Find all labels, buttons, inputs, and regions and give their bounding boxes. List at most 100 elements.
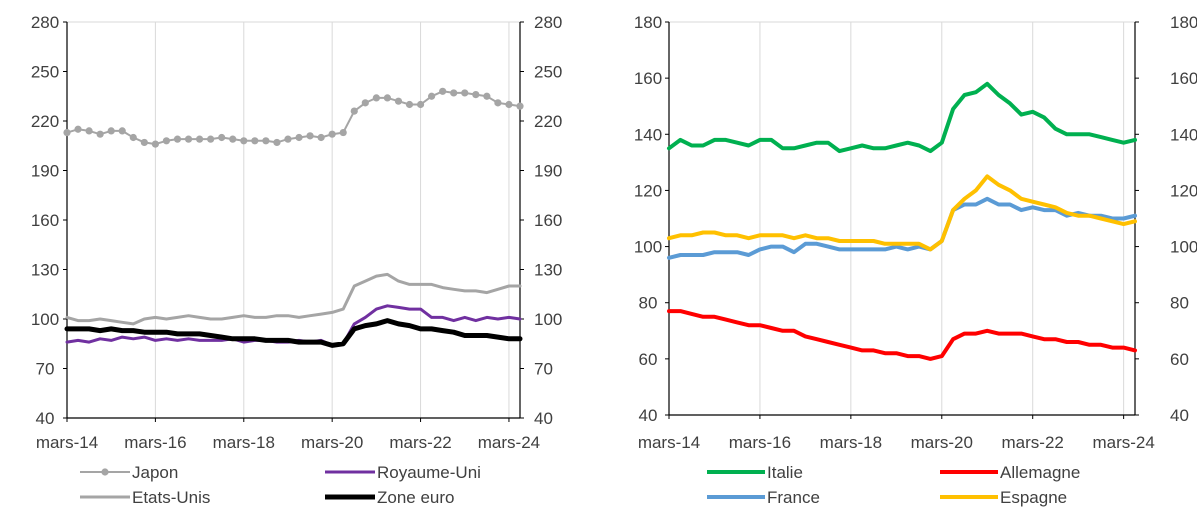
y-tick-label-left: 140 [634,125,662,144]
x-tick-label: mars-14 [36,433,98,452]
series-point-japon [483,92,491,100]
y-tick-label-right: 60 [1170,350,1189,369]
x-tick-label: mars-16 [729,433,791,452]
series-point-japon [461,89,469,97]
series-point-japon [284,135,292,143]
series-point-japon [372,94,380,102]
chart-2: 40 60 80 100 120 140 160 180 40 60 80 100 120 140 160 1… [634,13,1197,507]
legend-marker [101,468,109,476]
series-line-zone-euro [64,318,523,348]
y-tick-label-left: 40 [639,406,658,425]
y-tick-label-left: 160 [31,211,59,230]
series-point-japon [405,100,414,109]
series-line-italie [667,81,1137,154]
y-tick-label-left: 130 [31,261,59,280]
series-point-japon [361,99,369,107]
y-tick-label-left: 100 [634,238,662,257]
x-tick-label: mars-20 [911,433,973,452]
y-tick-label-left: 220 [31,112,59,131]
legend-item: Italie [707,463,803,482]
series-point-japon [450,89,458,97]
series-point-japon [494,99,502,107]
x-tick-label: mars-22 [1002,433,1064,452]
y-tick-label-left: 120 [634,181,662,200]
y-tick-label-left: 280 [31,13,59,32]
series-line-france [667,196,1137,260]
series-point-japon [251,137,259,145]
x-tick-label: mars-24 [1092,433,1154,452]
series-point-japon [118,127,126,135]
series-point-japon [317,133,325,142]
series-point-japon [306,132,314,140]
chart-1: 40 70 100 130 160 190 220 250 280 40 70 100 130 160 19… [31,13,563,507]
legend-item: Zone euro [325,488,455,507]
legend-item: Espagne [940,488,1067,507]
y-tick-label-right: 100 [1170,238,1197,257]
series-point-japon [129,133,137,142]
legend-label: Espagne [1000,488,1067,507]
y-tick-label-right: 180 [1170,13,1197,32]
y-tick-label-left: 180 [634,13,662,32]
series-point-japon [240,137,248,145]
series-point-japon [218,133,226,142]
series-point-japon [339,128,347,137]
x-tick-label: mars-20 [301,433,363,452]
y-tick-label-right: 40 [534,409,553,428]
series-point-japon [195,135,204,143]
series-point-japon [273,138,281,147]
y-tick-label-left: 60 [639,350,658,369]
series-point-japon [151,140,159,148]
series-point-japon [262,137,270,145]
plot-area [66,21,521,419]
y-tick-label-right: 280 [534,13,562,32]
y-tick-label-right: 190 [534,162,562,181]
series-point-japon [96,130,104,138]
legend-label: Royaume-Uni [377,463,481,482]
series-point-japon [383,94,392,102]
series-point-japon [162,137,171,145]
x-tick-label: mars-18 [820,433,882,452]
y-tick-label-right: 40 [1170,406,1189,425]
series-point-japon [107,127,115,135]
y-tick-label-left: 70 [36,360,55,379]
y-tick-label-right: 160 [534,211,562,230]
x-tick-label: mars-16 [124,433,186,452]
y-tick-label-right: 160 [1170,69,1197,88]
legend-item: Japon [80,463,178,482]
series-point-japon [173,135,182,143]
series-point-japon [416,100,425,109]
legend: Japon Royaume-Uni Etats-Unis Zone euro [80,463,481,507]
legend-label: Italie [767,463,803,482]
series-point-japon [63,128,71,137]
series-point-japon [350,107,358,115]
y-tick-label-right: 220 [534,112,562,131]
y-tick-label-left: 80 [639,294,658,313]
series-point-japon [207,135,215,143]
series-line-espagne [667,174,1137,252]
legend: Italie Allemagne France Espagne [707,463,1080,507]
y-tick-label-right: 130 [534,261,562,280]
series-point-japon [516,102,524,110]
y-tick-label-left: 40 [36,409,55,428]
y-tick-label-right: 80 [1170,294,1189,313]
y-tick-label-left: 160 [634,69,662,88]
legend-label: France [767,488,820,507]
series-point-japon [229,135,237,143]
legend-label: Etats-Unis [132,488,210,507]
x-tick-label: mars-22 [389,433,451,452]
series-line-allemagne [667,309,1137,361]
y-tick-label-right: 250 [534,63,562,82]
legend-item: Allemagne [940,463,1080,482]
series-point-japon [140,138,148,147]
series-point-japon [295,133,303,142]
y-tick-label-right: 70 [534,360,553,379]
legend-item: France [707,488,820,507]
series-point-japon [74,125,82,133]
y-tick-label-right: 100 [534,310,562,329]
series-point-japon [505,100,513,109]
series-point-japon [394,97,403,105]
legend-item: Etats-Unis [80,488,210,507]
series-point-japon [328,130,336,138]
series-point-japon [85,127,93,135]
